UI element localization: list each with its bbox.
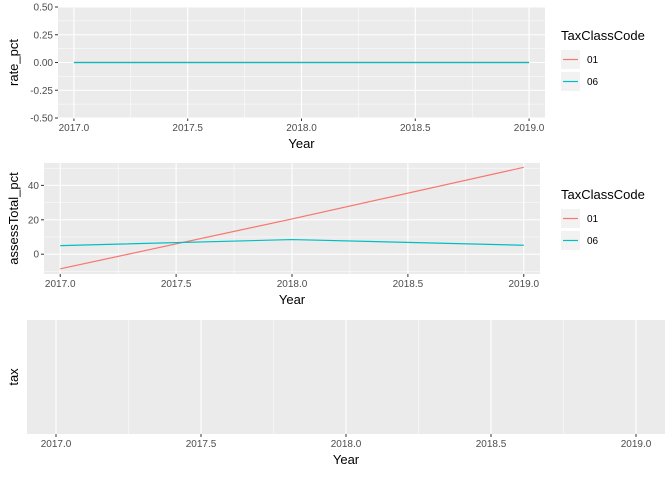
y-tick-label: 0.25 [34,30,54,41]
x-axis-title: Year [279,292,306,307]
x-tick-label: 2018.0 [277,279,308,290]
y-tick-label: 40 [28,181,40,192]
legend: TaxClassCode 01 06 [561,187,645,250]
y-tick-label: 0.50 [34,3,54,14]
x-tick-label: 2019.0 [508,279,539,290]
y-tick-label: 0 [33,250,39,261]
y-tick-label: 0.00 [34,58,54,69]
legend-label-06: 06 [587,236,599,247]
x-tick-label: 2017.5 [161,279,192,290]
x-tick-label: 2017.0 [59,123,90,134]
series-line-06 [60,238,524,247]
x-tick-label: 2019.0 [621,439,652,450]
tax-chart: 2017.0 2017.5 2018.0 2018.5 2019.0 Year tax [6,320,665,467]
y-axis-title: assessTotal_pct [6,172,21,265]
x-tick-label: 2018.5 [400,123,431,134]
x-axis-title: Year [333,452,360,467]
y-axis-title: rate_pct [6,39,21,86]
y-axis-title: tax [6,368,21,386]
assess-total-pct-chart: 2017.0 2017.5 2018.0 2018.5 2019.0 0 20 40 Year a… [6,163,645,307]
x-tick-label: 2018.0 [286,123,317,134]
x-axis-title: Year [288,136,315,151]
x-tick-label: 2017.5 [186,439,217,450]
x-tick-label: 2017.5 [172,123,203,134]
legend: TaxClassCode 01 06 [561,28,645,91]
rate-pct-chart: 2017.0 2017.5 2018.0 2018.5 2019.0 -0.50 -0.25… [6,3,645,152]
y-tick-label: -0.25 [30,86,53,97]
y-tick-label: -0.50 [30,114,53,125]
x-tick-label: 2017.0 [45,279,76,290]
x-tick-label: 2018.5 [476,439,507,450]
x-tick-label: 2017.0 [41,439,72,450]
x-tick-label: 2019.0 [514,123,545,134]
legend-label-01: 01 [587,214,599,225]
legend-title: TaxClassCode [561,187,645,202]
legend-title: TaxClassCode [561,28,645,43]
y-tick-label: 20 [28,215,40,226]
series-line-01 [60,166,524,270]
x-tick-label: 2018.0 [331,439,362,450]
x-tick-label: 2018.5 [393,279,424,290]
legend-label-06: 06 [587,77,599,88]
legend-label-01: 01 [587,55,599,66]
